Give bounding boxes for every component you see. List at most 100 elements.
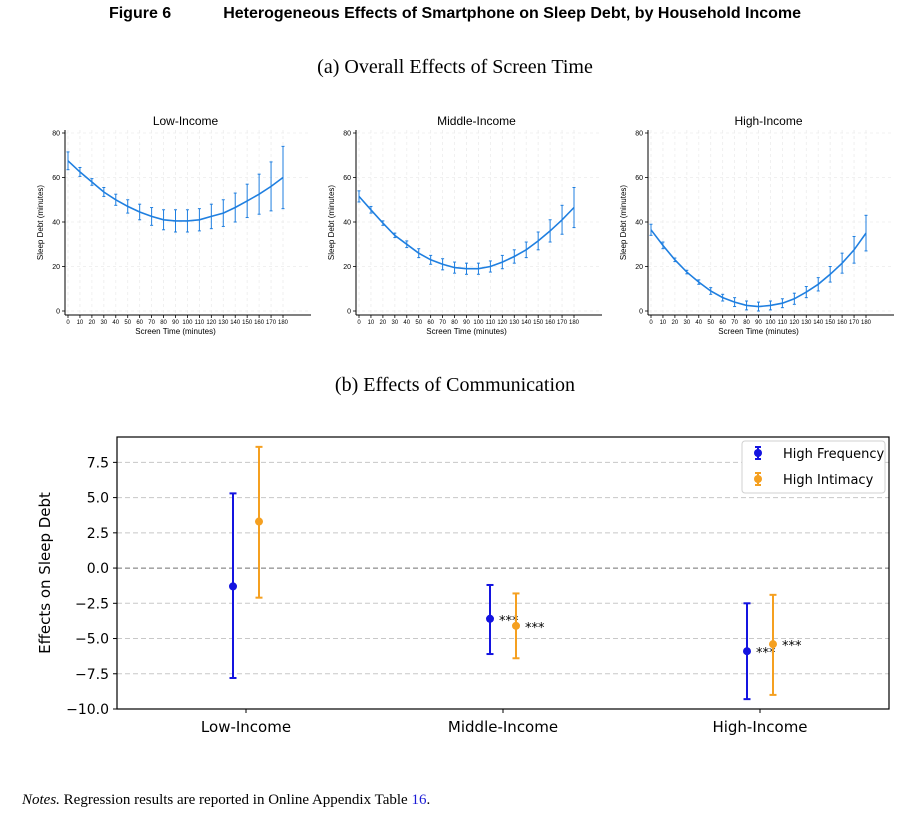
x-tick-label: 30 [683, 320, 690, 326]
x-tick-label: 0 [66, 320, 70, 326]
point-estimate [512, 621, 520, 630]
legend-marker-dot [754, 475, 762, 483]
y-tick-label: −10.0 [66, 702, 109, 718]
x-tick-label: 50 [124, 320, 131, 326]
section-a-title: (a) Overall Effects of Screen Time [317, 56, 593, 78]
appendix-table-link[interactable]: 16 [411, 792, 427, 808]
x-tick-label: 10 [368, 320, 375, 326]
panel-title: High-Income [734, 114, 802, 128]
y-tick-label: 80 [343, 131, 351, 138]
x-tick-label: 110 [778, 320, 788, 326]
notes-lead: Notes. [22, 792, 60, 808]
point-estimate [229, 582, 237, 591]
y-tick-label: 0 [639, 309, 643, 316]
x-tick-label: 150 [533, 320, 544, 326]
y-tick-label: 7.5 [87, 455, 109, 471]
x-tick-label: 170 [266, 320, 277, 326]
x-tick-label: 60 [719, 320, 726, 326]
x-tick-label: Middle-Income [448, 718, 558, 736]
x-tick-label: 70 [731, 320, 738, 326]
notes-text: Regression results are reported in Onlin… [59, 792, 412, 808]
y-tick-label: 20 [52, 264, 60, 271]
x-tick-label: 20 [672, 320, 679, 326]
y-tick-label: −7.5 [75, 667, 109, 683]
x-tick-label: 130 [218, 320, 229, 326]
x-tick-label: 160 [837, 320, 848, 326]
notes: Notes. Regression results are reported i… [22, 792, 430, 809]
x-tick-label: 180 [861, 320, 872, 326]
x-axis-label: Screen Time (minutes) [135, 327, 216, 336]
legend-label: High Frequency [783, 447, 884, 462]
x-tick-label: 60 [136, 320, 143, 326]
figure-number: Figure 6 [108, 5, 172, 22]
x-tick-label: 150 [825, 320, 836, 326]
figure-title: Figure 6 Heterogeneous Effects of Smartph… [0, 5, 910, 23]
x-tick-label: 100 [473, 320, 484, 326]
y-tick-label: 60 [343, 175, 351, 182]
y-tick-label: 0 [347, 309, 351, 316]
x-tick-label: Low-Income [201, 718, 291, 736]
x-tick-label: 70 [439, 320, 446, 326]
section-b-title: (b) Effects of Communication [334, 374, 576, 396]
x-tick-label: 90 [463, 320, 470, 326]
x-tick-label: 120 [206, 320, 217, 326]
x-tick-label: 120 [789, 320, 800, 326]
y-tick-label: 20 [343, 264, 351, 271]
x-tick-label: 90 [172, 320, 179, 326]
x-tick-label: 180 [278, 320, 289, 326]
x-tick-label: High-Income [712, 718, 807, 736]
y-tick-label: 60 [635, 175, 643, 182]
x-tick-label: 120 [497, 320, 508, 326]
y-tick-label: 0 [56, 309, 60, 316]
x-tick-label: 40 [112, 320, 119, 326]
panel-title: Low-Income [153, 114, 219, 128]
panel-title: Middle-Income [437, 114, 516, 128]
x-tick-label: 50 [707, 320, 714, 326]
significance-label: *** [782, 639, 802, 654]
point-estimate [255, 517, 263, 526]
figure-caption: Heterogeneous Effects of Smartphone on S… [223, 5, 802, 22]
x-tick-label: 130 [801, 320, 812, 326]
significance-label: *** [525, 621, 545, 636]
legend: High Frequency High Intimacy [741, 440, 886, 494]
x-axis-label: Screen Time (minutes) [426, 327, 507, 336]
line-chart-2: 0 10 20 30 40 50 60 70 80 90 100 110 120 130 140 150 160… [327, 114, 602, 336]
x-tick-label: 100 [765, 320, 776, 326]
y-tick-label: −5.0 [75, 632, 109, 648]
x-tick-label: 20 [89, 320, 96, 326]
x-tick-label: 40 [403, 320, 410, 326]
x-tick-label: 110 [486, 320, 496, 326]
x-tick-label: 10 [77, 320, 84, 326]
x-tick-label: 140 [521, 320, 532, 326]
legend-marker-dot [754, 449, 762, 457]
x-tick-label: 30 [391, 320, 398, 326]
x-tick-label: 10 [660, 320, 667, 326]
legend-box [741, 440, 886, 494]
x-tick-label: 0 [357, 320, 361, 326]
x-tick-label: 140 [230, 320, 241, 326]
y-tick-label: 5.0 [87, 491, 109, 507]
x-tick-label: 70 [148, 320, 155, 326]
x-tick-label: 140 [813, 320, 824, 326]
x-tick-label: 30 [100, 320, 107, 326]
x-tick-label: 40 [695, 320, 702, 326]
point-estimate [743, 647, 751, 656]
y-axis-label: Sleep Debt (minutes) [327, 185, 336, 260]
point-estimate [769, 640, 777, 649]
y-tick-label: 40 [343, 220, 351, 227]
x-tick-label: 130 [509, 320, 520, 326]
x-tick-label: 50 [415, 320, 422, 326]
x-tick-label: 20 [380, 320, 387, 326]
y-tick-label: 80 [635, 131, 643, 138]
x-tick-label: 80 [743, 320, 750, 326]
y-tick-label: 60 [52, 175, 60, 182]
y-tick-label: 0.0 [87, 561, 109, 577]
y-tick-label: 20 [635, 264, 643, 271]
x-tick-label: 90 [755, 320, 762, 326]
x-tick-label: 80 [160, 320, 167, 326]
line-chart-3: 0 10 20 30 40 50 60 70 80 90 100 110 120 130 140 150 160… [619, 114, 894, 336]
y-tick-label: 80 [52, 131, 60, 138]
x-tick-label: 60 [427, 320, 434, 326]
legend-label: High Intimacy [783, 473, 874, 488]
